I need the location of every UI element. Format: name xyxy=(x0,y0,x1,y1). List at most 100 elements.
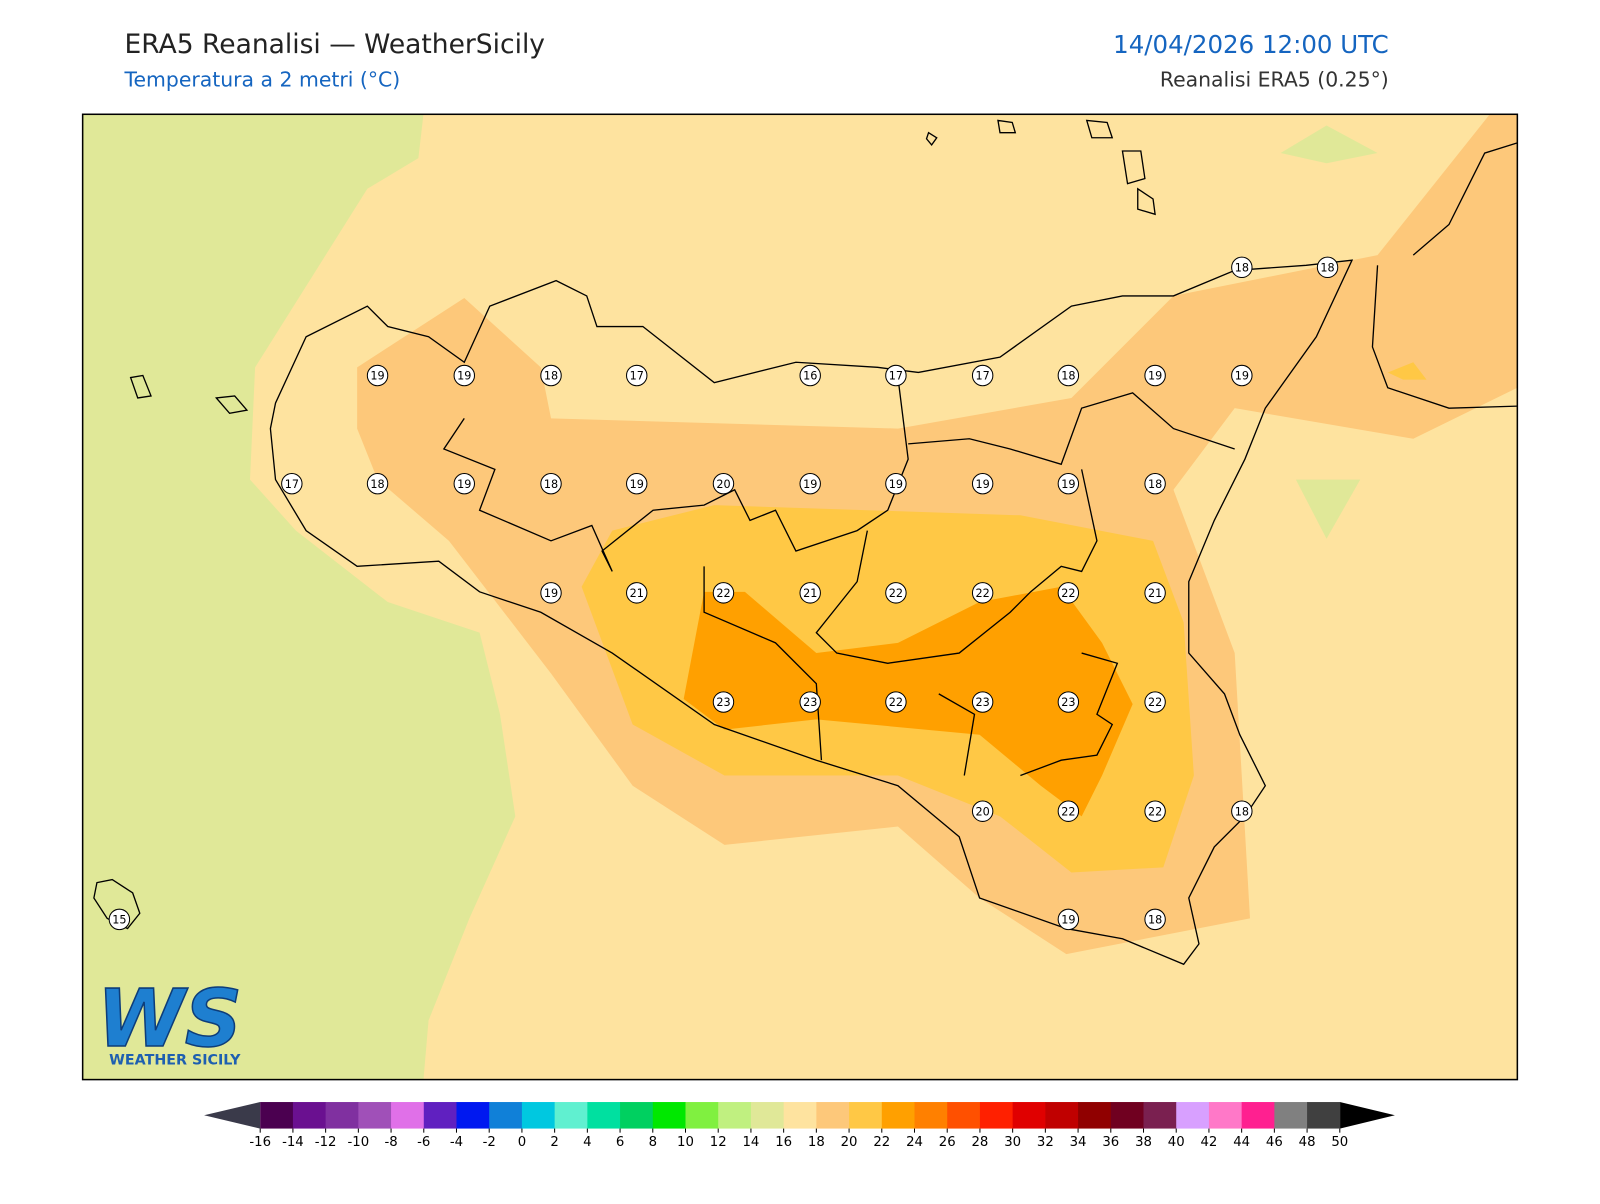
station-marker xyxy=(885,582,907,604)
station-value: 18 xyxy=(1061,370,1075,383)
station-marker xyxy=(1316,256,1339,279)
colorbar-tick-label: 10 xyxy=(677,1135,694,1150)
colorbar-tick-label: -2 xyxy=(483,1135,496,1150)
colorbar-segment xyxy=(260,1102,294,1129)
datetime: 14/04/2026 12:00 UTC xyxy=(1113,30,1389,59)
station-marker xyxy=(453,472,475,495)
station-value: 23 xyxy=(803,696,817,709)
station-marker xyxy=(799,582,821,604)
station-value: 16 xyxy=(803,370,817,383)
station-value: 23 xyxy=(976,696,990,709)
station-value: 20 xyxy=(716,478,730,491)
station-marker xyxy=(108,908,131,931)
station-value: 20 xyxy=(976,805,990,818)
colorbar-segment xyxy=(391,1102,425,1129)
station-value: 18 xyxy=(1148,913,1162,926)
colorbar-tick-label: 4 xyxy=(583,1135,591,1150)
station-marker xyxy=(540,472,562,495)
colorbar-tick-label: 24 xyxy=(906,1135,923,1150)
colorbar-segment xyxy=(423,1102,458,1129)
colorbar-segment xyxy=(325,1102,359,1129)
colorbar-segment xyxy=(456,1102,490,1129)
station-marker xyxy=(281,472,303,495)
colorbar-segment xyxy=(914,1102,948,1129)
station-value: 22 xyxy=(1061,805,1075,818)
colorbar-tick-label: -14 xyxy=(282,1135,304,1150)
colorbar: -16 -14 -12 -10 -8 -6 -4 -2 0 2 4 6 8 10 12 14 16 18 20 22 2… xyxy=(204,1102,1395,1150)
station-marker xyxy=(712,691,735,713)
station-value: 22 xyxy=(1148,696,1162,709)
colorbar-tick-label: 46 xyxy=(1266,1135,1283,1150)
colorbar-tick-label: -6 xyxy=(417,1135,430,1150)
station-value: 23 xyxy=(716,696,730,709)
colorbar-segment xyxy=(489,1102,523,1129)
station-marker xyxy=(626,582,648,604)
station-value: 17 xyxy=(976,370,990,383)
colorbar-tick-label: 26 xyxy=(939,1135,956,1150)
station-value: 18 xyxy=(1235,805,1249,818)
station-marker xyxy=(366,364,389,387)
station-marker xyxy=(1057,908,1080,931)
colorbar-segment xyxy=(1143,1102,1177,1129)
station-marker xyxy=(1231,800,1253,822)
station-value: 22 xyxy=(1148,805,1162,818)
title: ERA5 Reanalisi — WeatherSicily xyxy=(124,29,545,60)
station-marker xyxy=(1057,800,1080,822)
colorbar-segment xyxy=(554,1102,588,1129)
station-marker xyxy=(1144,691,1166,713)
station-marker xyxy=(540,582,562,604)
station-marker xyxy=(626,364,648,387)
colorbar-segment xyxy=(521,1102,556,1129)
station-marker xyxy=(1231,256,1253,279)
station-marker xyxy=(1144,908,1166,931)
subtitle: Temperatura a 2 metri (°C) xyxy=(123,68,400,92)
colorbar-tick-label: 28 xyxy=(971,1135,988,1150)
station-value: 15 xyxy=(112,913,126,926)
colorbar-tick-label: 38 xyxy=(1135,1135,1152,1150)
map: 19 19 18 17 16 17 17 18 19 19 18 18 17 18 19 18 19 20 19 19… xyxy=(82,114,1518,1080)
station-marker xyxy=(971,800,994,822)
station-value: 19 xyxy=(457,478,471,491)
station-value: 18 xyxy=(1320,261,1334,274)
colorbar-tick-label: -4 xyxy=(450,1135,463,1150)
colorbar-segment xyxy=(816,1102,850,1129)
station-marker xyxy=(1144,582,1166,604)
coastline xyxy=(93,119,1518,966)
colorbar-tick-label: 36 xyxy=(1102,1135,1119,1150)
stations: 19 19 18 17 16 17 17 18 19 19 18 18 17 18 19 18 19 20 19 19… xyxy=(108,256,1339,931)
colorbar-segment xyxy=(1274,1102,1308,1129)
station-marker xyxy=(1057,472,1080,495)
colorbar-segment xyxy=(1110,1102,1145,1129)
station-marker xyxy=(540,364,562,387)
station-marker xyxy=(1144,800,1166,822)
colorbar-tick-label: -8 xyxy=(384,1135,397,1150)
station-value: 19 xyxy=(976,478,990,491)
station-marker xyxy=(885,364,907,387)
station-value: 23 xyxy=(1061,696,1075,709)
colorbar-tick-label: 42 xyxy=(1200,1135,1217,1150)
colorbar-segment xyxy=(652,1102,687,1129)
colorbar-segment xyxy=(979,1102,1014,1129)
station-value: 17 xyxy=(889,370,903,383)
contour-14 xyxy=(82,114,516,1080)
station-marker xyxy=(366,472,389,495)
colorbar-segment xyxy=(783,1102,817,1129)
colorbar-tick-label: -16 xyxy=(249,1135,271,1150)
station-value: 21 xyxy=(803,587,817,600)
station-value: 19 xyxy=(457,370,471,383)
station-value: 18 xyxy=(544,478,558,491)
colorbar-segment xyxy=(718,1102,752,1129)
colorbar-tick-label: 8 xyxy=(649,1135,657,1150)
station-marker xyxy=(971,364,994,387)
station-value: 19 xyxy=(1235,370,1249,383)
station-marker xyxy=(626,472,648,495)
colorbar-tick-label: -10 xyxy=(348,1135,370,1150)
logo-text: WEATHER SICILY xyxy=(109,1052,241,1068)
colorbar-segment xyxy=(1307,1102,1341,1129)
map-frame xyxy=(81,113,1519,1081)
station-marker xyxy=(885,472,907,495)
station-marker xyxy=(453,364,475,387)
colorbar-segment xyxy=(881,1102,916,1129)
colorbar-under xyxy=(204,1102,261,1129)
station-value: 21 xyxy=(630,587,644,600)
